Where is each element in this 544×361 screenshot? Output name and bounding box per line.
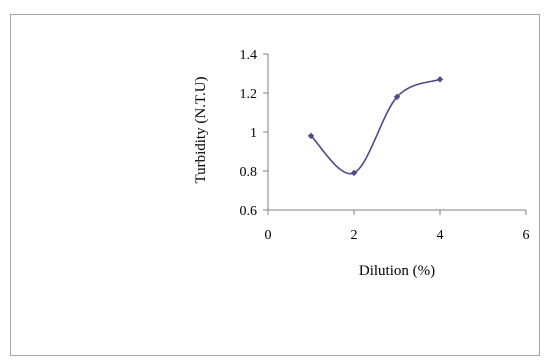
x-axis-title: Dilution (%): [359, 263, 435, 279]
y-tick-label: 1: [250, 126, 257, 141]
y-tick-label: 1.2: [240, 87, 258, 102]
x-tick-label: 4: [437, 228, 444, 243]
data-point-marker: [436, 76, 444, 83]
y-tick-label: 1.4: [240, 48, 258, 63]
y-axis-title: Turbidity (N.T.U): [193, 76, 209, 183]
series-line: [310, 78, 441, 175]
y-tick-label: 0.6: [240, 204, 258, 219]
x-tick-label: 0: [265, 228, 272, 243]
x-tick-label: 2: [351, 228, 358, 243]
chart-area: [10, 14, 540, 356]
x-tick-label: 6: [523, 228, 530, 243]
data-point-marker: [393, 93, 401, 101]
data-point-marker: [350, 169, 358, 177]
y-tick-label: 0.8: [240, 165, 258, 180]
data-point-marker: [307, 132, 315, 140]
